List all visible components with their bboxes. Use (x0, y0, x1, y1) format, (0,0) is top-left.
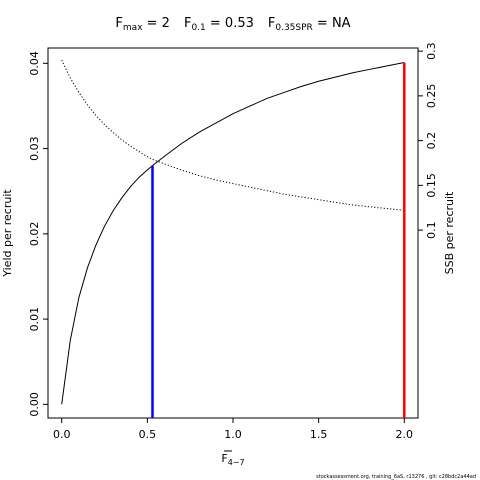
title-subscript: 0.1 (191, 23, 205, 33)
title-value: = 0.53 (206, 16, 254, 31)
title-subscript: max (123, 23, 143, 33)
y2-tick-label: 0.15 (425, 173, 438, 198)
y2-tick-label: 0.1 (425, 221, 438, 239)
reference-lines (151, 62, 406, 418)
title-value: = NA (313, 16, 351, 31)
y-tick-label: 0.03 (28, 136, 41, 161)
title-text: Fmax = 2 F0.1 = 0.53 F0.35SPR = NA (115, 16, 350, 33)
y-axis-right: 0.1 0.15 0.2 0.25 0.3 (418, 42, 438, 239)
x-tick-label: 0.0 (53, 428, 71, 441)
title-part: F (184, 16, 191, 31)
y2-tick-label: 0.2 (425, 132, 438, 150)
y-tick-label: 0.00 (28, 392, 41, 417)
x-tick-label: 1.0 (224, 428, 242, 441)
y-axis-label: Yield per recruit (1, 189, 14, 278)
x-tick-label: 2.0 (396, 428, 414, 441)
yield-per-recruit-line (61, 61, 405, 405)
y-axis-left: 0.00 0.01 0.02 0.03 0.04 (28, 51, 48, 417)
y-tick-label: 0.01 (28, 307, 41, 332)
chart-title: Fmax = 2 F0.1 = 0.53 F0.35SPR = NA (115, 16, 350, 33)
x-tick-label: 0.5 (139, 428, 157, 441)
title-value: = 2 (143, 16, 170, 31)
y-tick-label: 0.04 (28, 51, 41, 76)
title-part: F (268, 16, 275, 31)
x-axis: 0.0 0.5 1.0 1.5 2.0 (53, 418, 413, 441)
plot-frame (47, 47, 419, 419)
x-label-subscript: 4−7 (228, 458, 245, 467)
ssb-per-recruit-line (61, 59, 405, 211)
x-label-main: F (221, 452, 227, 465)
x-axis-label: F4−7 (221, 452, 244, 467)
series-group (61, 59, 405, 405)
title-part: F (115, 16, 122, 31)
y2-tick-label: 0.3 (425, 42, 438, 60)
title-subscript: 0.35SPR (275, 23, 312, 33)
y2-tick-label: 0.25 (425, 84, 438, 109)
y-tick-label: 0.02 (28, 222, 41, 247)
y2-axis-label: SSB per recruit (443, 191, 456, 274)
x-tick-label: 1.5 (310, 428, 328, 441)
footer-note: stockassessment.org, training_6aS, r1327… (316, 474, 476, 480)
